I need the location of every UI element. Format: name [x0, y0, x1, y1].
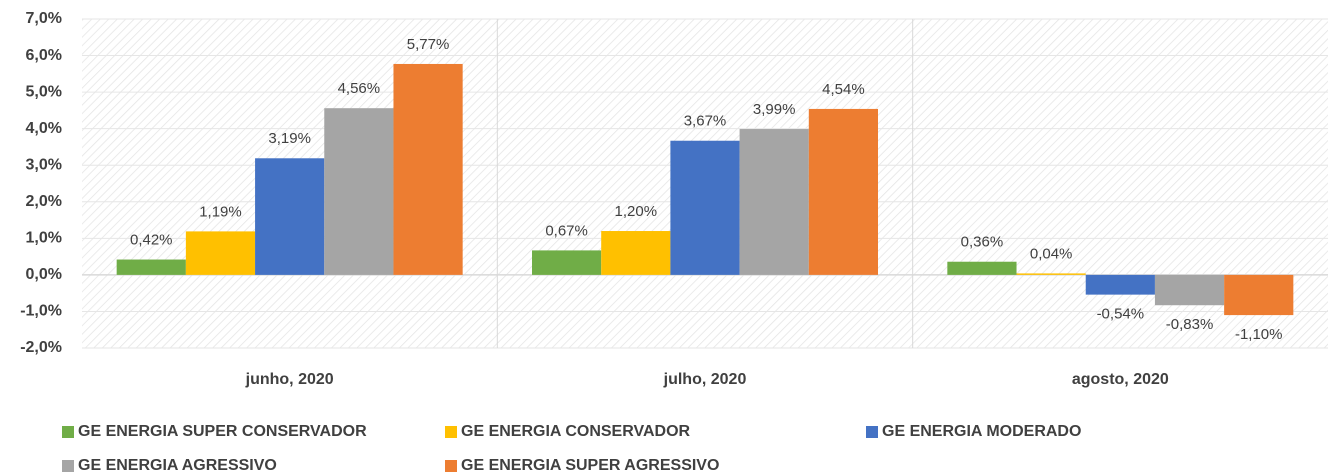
- value-label: 5,77%: [407, 36, 450, 53]
- value-label: 0,04%: [1030, 245, 1073, 262]
- value-label: 3,99%: [753, 101, 796, 118]
- y-tick-label: 7,0%: [26, 10, 62, 27]
- bar: [739, 129, 809, 275]
- value-label: -0,54%: [1097, 306, 1145, 323]
- value-label: 3,19%: [268, 130, 311, 147]
- bar: [670, 140, 740, 275]
- legend-label: GE ENERGIA MODERADO: [882, 423, 1081, 440]
- value-label: 0,36%: [961, 234, 1004, 251]
- value-label: 0,67%: [545, 222, 588, 239]
- y-tick-label: 1,0%: [26, 230, 62, 247]
- x-tick-label: julho, 2020: [663, 371, 747, 388]
- legend-label: GE ENERGIA AGRESSIVO: [78, 457, 277, 474]
- value-label: 1,20%: [615, 203, 658, 220]
- value-label: 4,54%: [822, 81, 865, 98]
- y-tick-label: 3,0%: [26, 156, 62, 173]
- bar: [601, 231, 671, 275]
- legend-marker: [445, 460, 457, 472]
- y-tick-label: 0,0%: [26, 266, 62, 283]
- legend-label: GE ENERGIA CONSERVADOR: [461, 423, 691, 440]
- x-tick-label: agosto, 2020: [1072, 371, 1169, 388]
- bar: [1085, 274, 1155, 295]
- legend-label: GE ENERGIA SUPER AGRESSIVO: [461, 457, 719, 474]
- bar: [255, 158, 325, 275]
- y-tick-label: 5,0%: [26, 83, 62, 100]
- legend-label: GE ENERGIA SUPER CONSERVADOR: [78, 423, 367, 440]
- y-tick-label: 6,0%: [26, 47, 62, 64]
- value-label: 1,19%: [199, 203, 242, 220]
- value-label: -0,83%: [1166, 316, 1214, 333]
- y-tick-label: 4,0%: [26, 120, 62, 137]
- legend-marker: [62, 460, 74, 472]
- bar: [393, 63, 463, 275]
- value-label: 0,42%: [130, 232, 173, 249]
- bar: [947, 261, 1017, 275]
- y-tick-label: -2,0%: [20, 339, 62, 356]
- bar: [185, 231, 256, 275]
- bar: [1016, 273, 1086, 275]
- bar: [532, 250, 602, 275]
- value-label: 4,56%: [338, 80, 381, 97]
- value-label: -1,10%: [1235, 326, 1283, 343]
- bar: [116, 259, 186, 275]
- value-label: 3,67%: [684, 113, 727, 130]
- x-tick-label: junho, 2020: [245, 371, 334, 388]
- legend-marker: [62, 426, 74, 438]
- y-tick-label: 2,0%: [26, 193, 62, 210]
- bar: [324, 108, 394, 275]
- legend-marker: [866, 426, 878, 438]
- legend-marker: [445, 426, 457, 438]
- bar: [1154, 274, 1225, 306]
- bar: [808, 108, 878, 275]
- y-tick-label: -1,0%: [20, 303, 62, 320]
- bar: [1224, 274, 1294, 316]
